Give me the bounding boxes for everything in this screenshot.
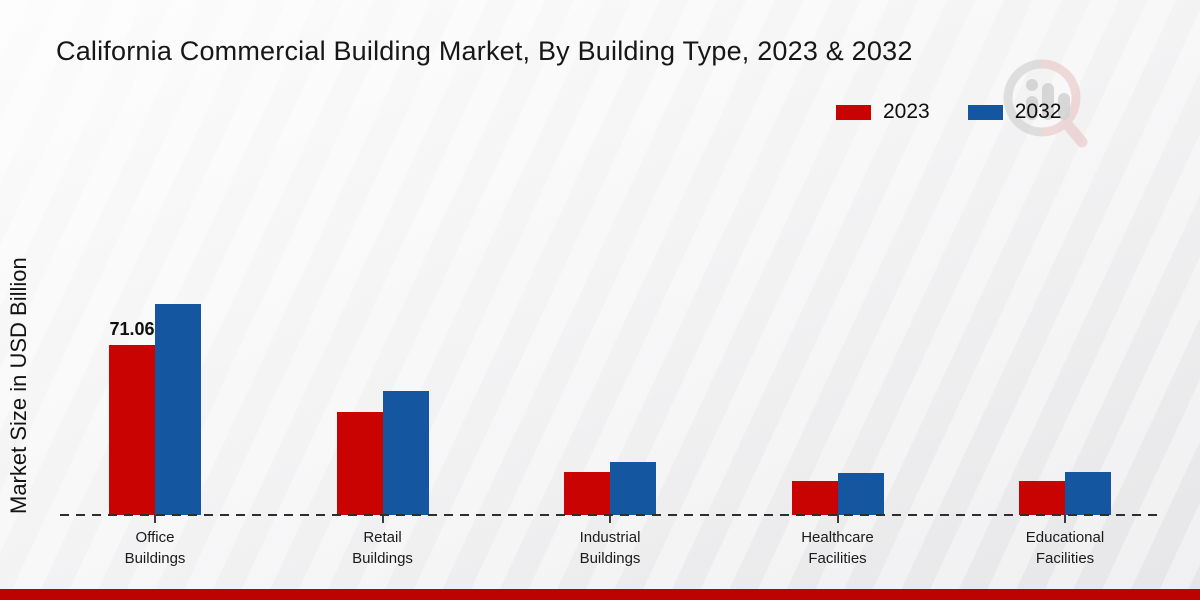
x-axis: Office Buildings Retail Buildings Industrial… bbox=[60, 515, 1158, 585]
footer-band bbox=[0, 589, 1200, 600]
x-tick bbox=[609, 515, 611, 523]
x-category-label: Industrial Buildings bbox=[579, 529, 641, 567]
market-research-future-logo-icon bbox=[1003, 59, 1088, 148]
bar-2023-office-buildings bbox=[109, 345, 155, 515]
bar-2023-industrial-buildings bbox=[564, 472, 610, 515]
bar-2032-educational-facilities bbox=[1065, 472, 1111, 515]
x-tick bbox=[381, 515, 384, 523]
legend-label-2032: 2032 bbox=[1014, 100, 1062, 123]
legend: 2023 2032 bbox=[836, 100, 1061, 124]
legend-item-2023: 2023 bbox=[836, 100, 930, 124]
legend-swatch-2032 bbox=[967, 104, 1003, 120]
x-category-label: Retail Buildings bbox=[352, 529, 413, 567]
legend-label-2023: 2023 bbox=[883, 100, 930, 123]
plot-area: 71.06 bbox=[60, 0, 1158, 515]
bar-value-label: 71.06 bbox=[109, 319, 155, 339]
x-tick bbox=[836, 515, 839, 523]
bar-2032-office-buildings bbox=[155, 304, 201, 515]
x-category-label: Office Buildings bbox=[124, 529, 186, 567]
bar-2023-healthcare-facilities bbox=[791, 481, 838, 515]
y-axis-title: Market Size in USD Billion bbox=[6, 257, 31, 515]
x-tick bbox=[1064, 515, 1066, 523]
x-axis-baseline bbox=[60, 514, 1158, 516]
bar-2032-industrial-buildings bbox=[610, 462, 656, 515]
x-tick bbox=[154, 515, 156, 523]
chart-title: California Commercial Building Market, B… bbox=[56, 36, 913, 66]
legend-swatch-2023 bbox=[836, 104, 871, 120]
legend-item-2032: 2032 bbox=[967, 100, 1062, 124]
x-category-label: Healthcare Facilities bbox=[801, 529, 874, 567]
bar-2023-educational-facilities bbox=[1019, 481, 1065, 515]
bar-2032-healthcare-facilities bbox=[837, 473, 884, 515]
bar-2023-retail-buildings bbox=[336, 412, 383, 515]
bar-2032-retail-buildings bbox=[382, 391, 429, 515]
x-category-label: Educational Facilities bbox=[1025, 529, 1105, 567]
